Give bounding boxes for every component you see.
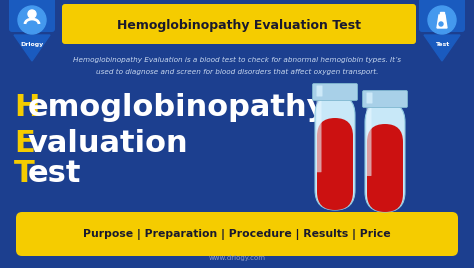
FancyBboxPatch shape: [366, 92, 373, 103]
FancyBboxPatch shape: [365, 102, 405, 212]
Text: used to diagnose and screen for blood disorders that affect oxygen transport.: used to diagnose and screen for blood di…: [96, 69, 378, 75]
FancyBboxPatch shape: [9, 0, 55, 32]
Text: Test: Test: [435, 42, 449, 47]
FancyBboxPatch shape: [317, 85, 322, 96]
Text: Drlogy: Drlogy: [20, 42, 44, 47]
Bar: [440, 12, 444, 16]
FancyBboxPatch shape: [312, 84, 357, 100]
Text: H: H: [14, 94, 39, 122]
Text: www.drlogy.com: www.drlogy.com: [209, 255, 265, 261]
Circle shape: [18, 6, 46, 34]
FancyBboxPatch shape: [367, 124, 403, 212]
Circle shape: [428, 6, 456, 34]
Text: E: E: [14, 128, 35, 158]
FancyBboxPatch shape: [419, 0, 465, 32]
FancyBboxPatch shape: [62, 4, 416, 44]
FancyBboxPatch shape: [16, 212, 458, 256]
Text: Purpose | Preparation | Procedure | Results | Price: Purpose | Preparation | Procedure | Resu…: [83, 229, 391, 240]
FancyBboxPatch shape: [315, 95, 355, 210]
FancyBboxPatch shape: [363, 91, 408, 107]
Polygon shape: [424, 35, 460, 61]
Polygon shape: [14, 35, 50, 61]
Text: est: est: [28, 159, 82, 188]
FancyBboxPatch shape: [317, 96, 321, 172]
Text: T: T: [14, 159, 35, 188]
FancyBboxPatch shape: [317, 118, 353, 210]
Circle shape: [439, 22, 443, 26]
Text: Hemoglobinopathy Evaluation is a blood test to check for abnormal hemoglobin typ: Hemoglobinopathy Evaluation is a blood t…: [73, 57, 401, 63]
Circle shape: [28, 10, 36, 18]
Polygon shape: [437, 15, 447, 28]
Text: Hemoglobinopathy Evaluation Test: Hemoglobinopathy Evaluation Test: [117, 18, 361, 32]
Text: valuation: valuation: [28, 128, 189, 158]
Text: emoglobinopathy: emoglobinopathy: [28, 94, 328, 122]
FancyBboxPatch shape: [366, 103, 372, 176]
